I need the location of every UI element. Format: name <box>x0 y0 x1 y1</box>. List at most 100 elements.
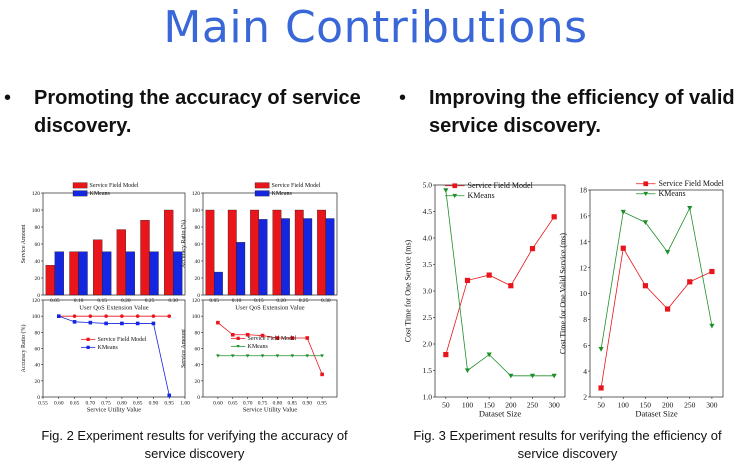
chart-a-bar-kmeans <box>102 251 112 296</box>
chart-e-legend-label: KMeans <box>468 191 495 200</box>
chart-f-xtick-label: 100 <box>618 401 630 410</box>
caption-fig3: Fig. 3 Experiment results for verifying … <box>384 427 751 463</box>
chart-b-xtick-label: 0.25 <box>299 298 309 304</box>
chart-a-ytick-label: 80 <box>35 225 41 231</box>
chart-e-line-kmeans <box>445 190 555 377</box>
chart-b-bar-kmeans <box>236 242 246 296</box>
chart-d-xtick-label: 0.65 <box>228 401 238 407</box>
chart-a-xtick-label: 0.30 <box>168 298 178 304</box>
chart-f-point-kmeans <box>620 209 626 215</box>
chart-f-xtick-label: 300 <box>706 401 718 410</box>
chart-d-point-kmeans <box>260 354 265 358</box>
bullet-accuracy-line1: Promoting the accuracy of service <box>34 87 361 109</box>
chart-e-xtick-label: 300 <box>549 401 561 410</box>
chart-a-xtick-label: 0.15 <box>97 298 107 304</box>
chart-b-legend-label: KMeans <box>272 191 293 197</box>
chart-b-bar-sfm <box>294 209 304 296</box>
chart-a-xtick-label: 0.10 <box>74 298 84 304</box>
chart-f-xlabel: Dataset Size <box>635 409 677 419</box>
chart-e-ytick-label: 5.0 <box>423 181 433 190</box>
chart-f-ytick-label: 8 <box>583 315 587 324</box>
bullet-efficiency-line2: service discovery. <box>429 115 601 137</box>
chart-d-legend-marker <box>236 345 240 348</box>
chart-b-ytick-label: 20 <box>195 276 201 282</box>
chart-b-xtick-label: 0.05 <box>209 298 219 304</box>
chart-d-point-kmeans <box>275 354 280 358</box>
chart-e-point-sfm <box>443 352 449 358</box>
chart-d-point-kmeans <box>305 354 310 358</box>
chart-f-legend-label: Service Field Model <box>659 179 725 188</box>
chart-d-xtick-label: 0.60 <box>213 401 223 407</box>
chart-a-bar-sfm <box>69 251 79 296</box>
chart-e-ytick-label: 3.5 <box>423 260 433 269</box>
chart-d-frame <box>202 299 338 398</box>
chart-c-legend-marker <box>86 345 90 349</box>
chart-e-ytick-label: 3.0 <box>423 287 433 296</box>
chart-e-point-sfm <box>464 277 471 283</box>
chart-c-xtick-label: 0.60 <box>54 401 64 407</box>
chart-d-legend-label: Service Field Model <box>248 336 297 342</box>
chart-e-point-kmeans <box>486 352 492 358</box>
chart-d-ytick-label: 100 <box>192 314 201 320</box>
chart-c-point-sfm <box>104 314 108 318</box>
bullet-accuracy-line2: discovery. <box>34 115 132 137</box>
bullet-efficiency: • Improving the efficiency of valid serv… <box>399 84 735 140</box>
chart-e-point-sfm <box>486 272 492 278</box>
chart-a-xtick-label: 0.05 <box>50 298 60 304</box>
chart-b-bar-sfm <box>250 209 259 296</box>
chart-f-legend-marker <box>643 191 649 197</box>
chart-f-xtick-label: 50 <box>597 401 605 410</box>
chart-a-ytick-label: 60 <box>35 242 41 248</box>
chart-f-ylabel: Cost Time for One Valid Service (ms) <box>558 233 567 355</box>
chart-d-point-kmeans <box>245 354 250 358</box>
chart-b-bar-sfm <box>272 209 282 296</box>
chart-c-xtick-label: 1.00 <box>180 401 190 407</box>
chart-e-ytick-label: 2.5 <box>423 313 433 322</box>
chart-a-bar-sfm <box>140 220 150 296</box>
chart-c-legend-label: Service Field Model <box>98 337 147 343</box>
chart-b-bar-sfm <box>227 209 237 296</box>
chart-f-point-sfm <box>687 279 693 285</box>
chart-c-point-kmeans <box>135 321 140 326</box>
chart-e-ytick-label: 1.5 <box>423 366 433 375</box>
chart-b-bar-kmeans <box>303 218 313 296</box>
chart-c-xtick-label: 0.55 <box>38 401 48 407</box>
chart-c-point-sfm <box>120 314 124 318</box>
chart-d-point-sfm <box>290 336 295 340</box>
chart-e-legend-marker <box>452 183 458 189</box>
chart-f-legend-marker <box>643 181 649 187</box>
chart-e-xtick-label: 50 <box>442 401 450 410</box>
chart-f-point-kmeans <box>709 323 715 329</box>
chart-e-ytick-label: 2.0 <box>423 340 433 349</box>
chart-d-ylabel: Service Amount <box>181 329 187 368</box>
chart-a-bar-sfm <box>164 209 174 296</box>
chart-c-point-kmeans <box>167 393 172 398</box>
chart-b-ytick-label: 120 <box>192 191 201 197</box>
chart-b-legend-label: Service Field Model <box>272 183 321 189</box>
chart-b-ytick-label: 100 <box>192 208 201 214</box>
bullet-accuracy: • Promoting the accuracy of service disc… <box>4 84 361 140</box>
chart-a-ytick-label: 20 <box>35 276 41 282</box>
chart-f-legend-label: KMeans <box>659 189 686 198</box>
chart-f-point-kmeans <box>664 250 671 255</box>
chart-f-ytick-label: 16 <box>580 212 588 221</box>
chart-c-ylabel: Accuracy Ratio (%) <box>20 325 27 373</box>
page-title: Main Contributions <box>163 2 588 53</box>
chart-d-xlabel: Service Utility Value <box>243 406 298 413</box>
chart-d-point-kmeans <box>216 354 220 358</box>
chart-d-point-sfm <box>320 372 324 377</box>
chart-e-point-kmeans <box>464 368 471 374</box>
chart-e-point-kmeans <box>443 188 449 193</box>
chart-f-point-sfm <box>642 283 649 289</box>
chart-d-point-sfm <box>260 333 265 338</box>
chart-f-point-kmeans <box>687 206 693 211</box>
chart-c-ytick-label: 0 <box>37 395 40 401</box>
chart-d-point-sfm <box>230 332 235 337</box>
chart-c-point-sfm <box>72 314 77 318</box>
chart-d-point-kmeans <box>320 354 324 358</box>
chart-a-legend-label: Service Field Model <box>90 183 139 189</box>
chart-c-ytick-label: 120 <box>32 298 41 304</box>
chart-b-xtick-label: 0.20 <box>276 298 286 304</box>
chart-b-xtick-label: 0.10 <box>232 298 242 304</box>
